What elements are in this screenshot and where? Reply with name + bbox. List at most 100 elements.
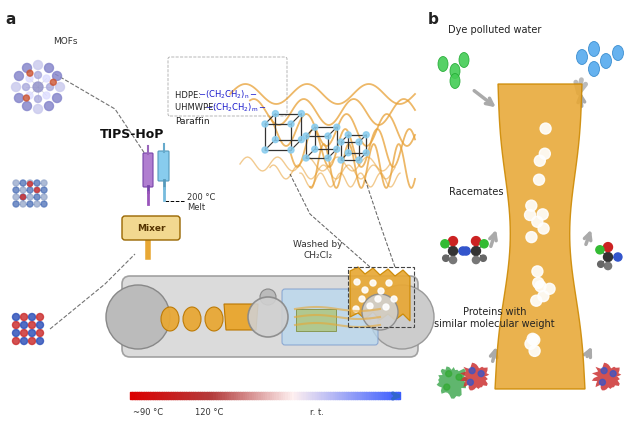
Circle shape xyxy=(535,281,546,292)
Circle shape xyxy=(36,314,44,321)
Circle shape xyxy=(359,296,365,302)
Circle shape xyxy=(35,188,40,193)
Circle shape xyxy=(600,380,605,386)
Text: 200 °C: 200 °C xyxy=(187,193,216,202)
Circle shape xyxy=(13,181,19,187)
Circle shape xyxy=(386,280,392,286)
Ellipse shape xyxy=(459,53,469,68)
Circle shape xyxy=(13,338,19,345)
Circle shape xyxy=(478,371,484,377)
Circle shape xyxy=(303,134,309,140)
Circle shape xyxy=(106,285,170,349)
Circle shape xyxy=(537,209,548,220)
Bar xyxy=(275,114,301,140)
FancyBboxPatch shape xyxy=(158,152,169,181)
Circle shape xyxy=(540,149,550,160)
FancyBboxPatch shape xyxy=(282,289,378,345)
Circle shape xyxy=(527,334,538,345)
Circle shape xyxy=(601,368,607,374)
Circle shape xyxy=(13,201,19,207)
Circle shape xyxy=(338,140,344,146)
Circle shape xyxy=(538,224,549,234)
Circle shape xyxy=(262,122,268,128)
Circle shape xyxy=(362,287,368,294)
Circle shape xyxy=(43,76,50,83)
Circle shape xyxy=(462,248,470,256)
FancyBboxPatch shape xyxy=(143,154,153,187)
Text: TIPS-HoP: TIPS-HoP xyxy=(100,128,164,141)
Circle shape xyxy=(27,195,33,201)
Circle shape xyxy=(604,253,612,262)
Ellipse shape xyxy=(577,50,588,65)
Circle shape xyxy=(13,187,19,193)
Circle shape xyxy=(356,158,362,164)
Circle shape xyxy=(598,262,604,268)
Text: r. t.: r. t. xyxy=(310,407,324,416)
Circle shape xyxy=(15,94,24,103)
Text: Washed by
CH₂Cl₂: Washed by CH₂Cl₂ xyxy=(293,240,343,259)
Circle shape xyxy=(47,84,54,91)
Circle shape xyxy=(15,72,24,81)
Circle shape xyxy=(312,125,318,131)
Text: a: a xyxy=(5,12,15,27)
Circle shape xyxy=(20,314,28,321)
Circle shape xyxy=(604,243,612,252)
Circle shape xyxy=(469,368,475,374)
Polygon shape xyxy=(495,85,585,389)
Polygon shape xyxy=(460,363,489,391)
Ellipse shape xyxy=(205,307,223,331)
Circle shape xyxy=(26,76,33,83)
Circle shape xyxy=(34,187,40,193)
Text: UHMWPE:: UHMWPE: xyxy=(175,103,219,112)
Circle shape xyxy=(354,279,360,285)
Circle shape xyxy=(27,71,33,77)
Circle shape xyxy=(13,195,19,201)
Circle shape xyxy=(534,156,545,167)
Circle shape xyxy=(20,330,28,337)
Circle shape xyxy=(273,137,278,143)
Circle shape xyxy=(20,338,28,345)
Circle shape xyxy=(36,322,44,329)
Circle shape xyxy=(34,201,40,207)
Circle shape xyxy=(36,330,44,337)
Circle shape xyxy=(338,158,344,164)
Circle shape xyxy=(20,181,26,187)
Polygon shape xyxy=(224,304,258,330)
Circle shape xyxy=(262,148,268,154)
Circle shape xyxy=(532,266,543,277)
Text: Mixer: Mixer xyxy=(137,224,165,233)
Polygon shape xyxy=(436,367,468,399)
Bar xyxy=(315,128,337,150)
Circle shape xyxy=(29,338,35,345)
Circle shape xyxy=(35,72,42,79)
Text: $\mathregular{\mathsf{-(CH_2CH_2)_n-}}$: $\mathregular{\mathsf{-(CH_2CH_2)_n-}}$ xyxy=(198,89,258,101)
Circle shape xyxy=(41,181,47,187)
Circle shape xyxy=(441,240,449,248)
Circle shape xyxy=(12,83,20,92)
Circle shape xyxy=(353,306,359,312)
Circle shape xyxy=(540,124,551,135)
Circle shape xyxy=(526,232,537,243)
Circle shape xyxy=(273,111,278,117)
Circle shape xyxy=(20,195,26,200)
Circle shape xyxy=(364,132,369,138)
Circle shape xyxy=(529,345,540,357)
Circle shape xyxy=(325,134,331,140)
Circle shape xyxy=(33,105,42,114)
Circle shape xyxy=(52,72,61,81)
Circle shape xyxy=(288,122,294,128)
Circle shape xyxy=(20,322,28,329)
Circle shape xyxy=(334,147,340,153)
Circle shape xyxy=(529,335,540,345)
Circle shape xyxy=(33,61,42,70)
Circle shape xyxy=(459,248,467,256)
Circle shape xyxy=(610,371,616,377)
Circle shape xyxy=(27,181,33,187)
Circle shape xyxy=(444,384,450,390)
Circle shape xyxy=(391,296,397,302)
Bar xyxy=(348,268,414,327)
Circle shape xyxy=(22,64,31,73)
Circle shape xyxy=(534,175,545,186)
Circle shape xyxy=(531,296,542,306)
Circle shape xyxy=(52,94,61,103)
